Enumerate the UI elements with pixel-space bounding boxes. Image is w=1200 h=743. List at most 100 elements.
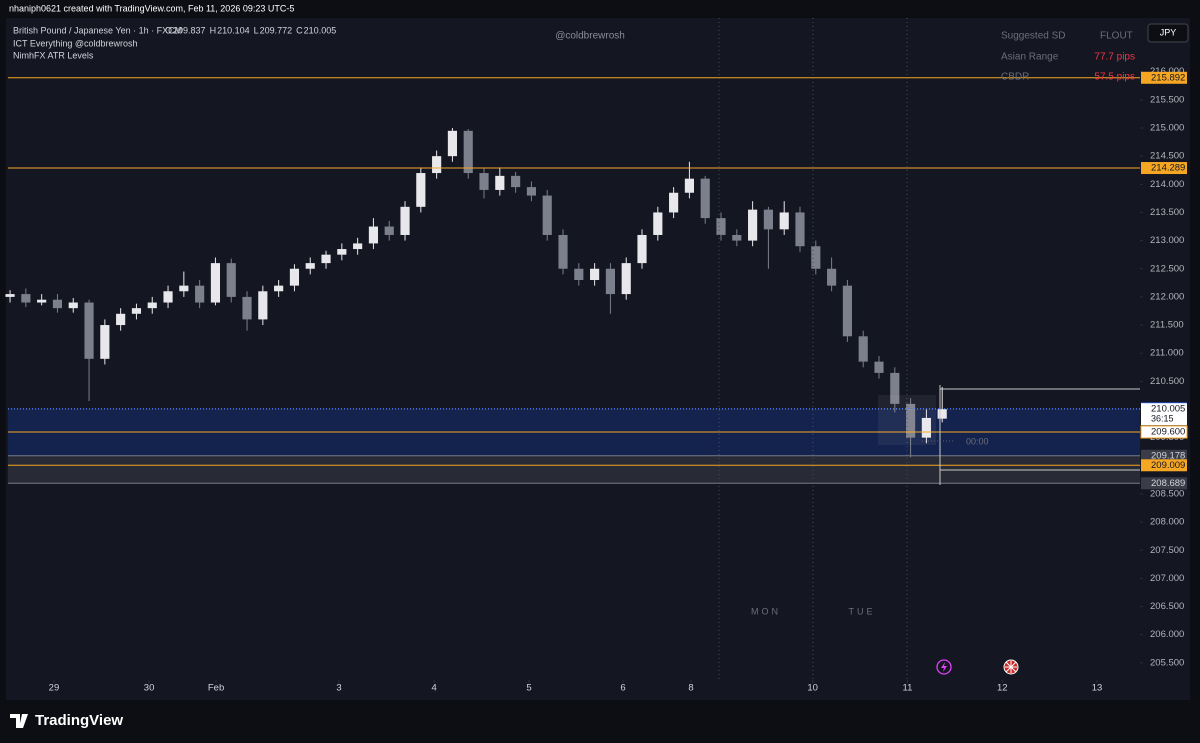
ohlc-key: C xyxy=(296,25,303,35)
y-tick-label: 207.000 xyxy=(1150,573,1184,584)
candle-body xyxy=(558,234,568,269)
candle-body xyxy=(447,130,458,157)
logo: TradingView xyxy=(35,712,123,729)
candle-body xyxy=(511,175,521,188)
price-badge xyxy=(1141,449,1187,462)
x-tick-label: 11 xyxy=(903,683,913,694)
y-tick-label: 206.000 xyxy=(1150,629,1184,640)
candle-body xyxy=(653,212,663,235)
price-badge-label: 214.289 xyxy=(1151,163,1185,174)
ohlc-value: 209.772 xyxy=(260,25,293,35)
candle-body xyxy=(463,130,473,174)
candle-body xyxy=(637,234,647,264)
candle-body xyxy=(84,302,94,359)
ohlc-key: O xyxy=(165,25,172,35)
y-tick-label: 211.000 xyxy=(1150,348,1184,359)
ohlc-value: 210.005 xyxy=(304,25,337,35)
candle-body xyxy=(416,173,426,207)
candle-body xyxy=(827,268,837,286)
x-tick-label: 29 xyxy=(49,683,60,694)
candle-body xyxy=(321,254,331,264)
x-tick-label: 12 xyxy=(997,683,1008,694)
candle-body xyxy=(289,268,300,286)
table-cell: 57.5 pips xyxy=(1094,72,1135,83)
watermark: @coldbrewrosh xyxy=(555,31,625,42)
candle-body xyxy=(179,285,189,292)
candle-body xyxy=(574,268,584,281)
x-tick-label: Feb xyxy=(208,683,224,694)
y-tick-label: 216.000 xyxy=(1150,66,1184,77)
price-axis: 205.500 206.000 206.500 207.000 207.500 208.0… xyxy=(1140,66,1188,668)
price-badge-label: 209.178 xyxy=(1151,450,1185,461)
indicator: ICT Everything @coldbrewrosh xyxy=(13,38,138,48)
y-tick-label: 208.500 xyxy=(1150,488,1184,499)
candle-body xyxy=(68,302,78,309)
candle-body xyxy=(669,192,679,213)
table-cell: Asian Range xyxy=(1001,52,1059,63)
y-tick-label: 207.500 xyxy=(1150,545,1184,556)
candle-body xyxy=(274,285,284,292)
candle-body xyxy=(700,178,710,219)
candle-body xyxy=(732,234,742,241)
event-icon-glyph xyxy=(941,662,947,672)
candle-body xyxy=(226,263,236,297)
candle-body xyxy=(937,409,947,419)
price-badge-label: 209.009 xyxy=(1151,460,1185,471)
candle-body xyxy=(147,302,157,309)
indicator: NimhFX ATR Levels xyxy=(13,50,94,60)
last-price-badge xyxy=(1141,403,1187,426)
candle-body xyxy=(842,285,852,337)
y-tick-label: 210.500 xyxy=(1150,376,1184,387)
x-tick-label: 30 xyxy=(144,683,155,694)
candle-body xyxy=(763,209,773,230)
candle-body xyxy=(195,285,205,303)
ohlc-key: L xyxy=(254,25,259,35)
candle-body xyxy=(526,187,537,196)
price-badge-label: 208.689 xyxy=(1151,478,1185,489)
candle-body xyxy=(37,299,47,303)
candle-body xyxy=(890,372,900,404)
table-cell: CBDR xyxy=(1001,72,1029,83)
x-tick-label: 8 xyxy=(688,683,693,694)
price-badge xyxy=(1140,425,1188,439)
event-icon[interactable] xyxy=(936,659,952,675)
session-box xyxy=(878,395,936,445)
credit: nhaniph0621 created with TradingView.com… xyxy=(9,3,294,13)
candle-body xyxy=(811,246,821,269)
x-tick-label: 3 xyxy=(336,683,341,694)
candle-body xyxy=(353,243,363,250)
currency-button[interactable] xyxy=(1147,23,1189,43)
y-tick-label: 215.500 xyxy=(1150,94,1184,105)
candle-body xyxy=(748,209,758,241)
y-tick-label: 212.500 xyxy=(1150,263,1184,274)
candle-body xyxy=(337,249,347,255)
candle-body xyxy=(605,268,615,295)
candle-body xyxy=(258,291,268,320)
y-tick-label: 214.500 xyxy=(1150,151,1184,162)
candle-body xyxy=(858,336,868,362)
x-tick-label: 13 xyxy=(1092,683,1103,694)
y-tick-label: 215.000 xyxy=(1150,123,1184,134)
x-tick-label: 5 xyxy=(526,683,531,694)
candle-body xyxy=(479,173,489,190)
candle-body xyxy=(5,294,15,297)
candle-body xyxy=(684,178,694,193)
last-price-label: 210.005 xyxy=(1151,404,1185,415)
x-tick-label: 10 xyxy=(807,683,818,694)
ohlc-value: 210.104 xyxy=(217,25,250,35)
candle-body xyxy=(131,308,142,314)
candle-body xyxy=(100,325,110,359)
candle-body xyxy=(795,212,805,247)
chart-panel xyxy=(6,18,1190,700)
y-tick-label: 206.500 xyxy=(1150,601,1184,612)
candle-body xyxy=(52,299,63,309)
session-label: TUE xyxy=(849,606,876,616)
y-tick-label: 208.000 xyxy=(1150,517,1184,528)
candle-body xyxy=(305,263,315,269)
y-tick-label: 213.000 xyxy=(1150,235,1184,246)
y-tick-label: 214.000 xyxy=(1150,179,1184,190)
price-badge xyxy=(1141,71,1187,84)
logo-mark xyxy=(10,714,28,728)
price-badge xyxy=(1141,162,1187,175)
